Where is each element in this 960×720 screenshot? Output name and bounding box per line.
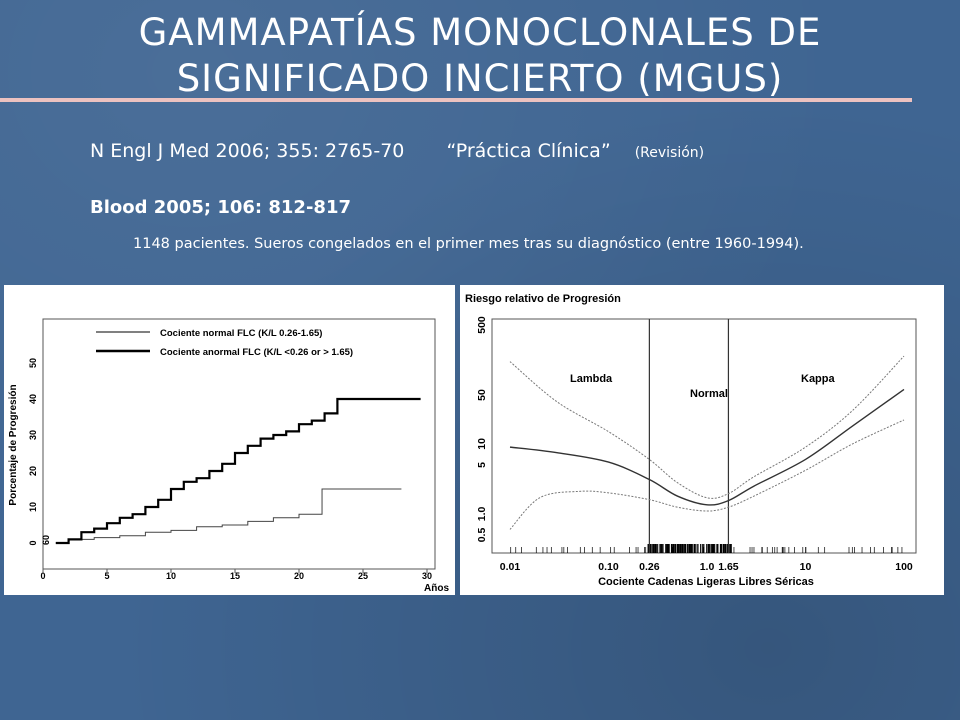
reference-nejm-citation: N Engl J Med 2006; 355: 2765-70: [90, 140, 405, 162]
y-tick-label: 10: [476, 438, 488, 450]
x-axis-label: Años: [424, 583, 449, 594]
y-tick-label: 50: [476, 389, 488, 401]
y-tick-label: 500: [476, 316, 488, 334]
y-tick-label: 0.5: [476, 528, 488, 543]
x-tick-label: 25: [358, 571, 368, 581]
x-tick-label: 20: [294, 571, 304, 581]
chart-title: Riesgo relativo de Progresión: [465, 293, 621, 305]
region-label-normal: Normal: [690, 388, 728, 400]
reference-blood: Blood 2005; 106: 812-817: [90, 197, 351, 218]
y-axis-label: Porcentaje de Progresión: [8, 384, 19, 505]
reference-nejm-note: (Revisión): [634, 145, 705, 161]
x-tick-label: 100: [895, 561, 913, 573]
y-tick-label: 40: [28, 394, 38, 404]
y-tick-label: 1.0: [476, 506, 488, 521]
title-underline: [0, 98, 912, 102]
legend-label-normal: Cociente normal FLC (K/L 0.26-1.65): [160, 328, 322, 339]
y-tick-label: 10: [28, 502, 38, 512]
progression-chart: Cociente normal FLC (K/L 0.26-1.65) Coci…: [8, 318, 449, 594]
x-tick-label: 0.10: [598, 561, 619, 573]
y-tick-label: 5: [476, 462, 488, 468]
y-axis-extra-label: 60: [41, 535, 51, 545]
title-line-1: GAMMAPATÍAS MONOCLONALES DE: [138, 11, 822, 54]
relative-risk-chart-panel: Riesgo relativo de Progresión Lambda Nor…: [460, 285, 944, 595]
series-line-dotted-upper: [509, 355, 905, 499]
x-tick-label: 10: [166, 571, 176, 581]
study-description: 1148 pacientes. Sueros congelados en el …: [133, 236, 804, 252]
reference-nejm-type: “Práctica Clínica”: [446, 140, 611, 162]
region-label-lambda: Lambda: [570, 373, 613, 385]
progression-chart-panel: Cociente normal FLC (K/L 0.26-1.65) Coci…: [4, 285, 455, 595]
x-tick-label: 30: [422, 571, 432, 581]
y-tick-label: 30: [28, 430, 38, 440]
x-tick-label: 1.65: [718, 561, 739, 573]
y-tick-label: 20: [28, 466, 38, 476]
plot-frame: [491, 318, 917, 554]
x-tick-label: 0: [40, 571, 45, 581]
legend-label-abnormal: Cociente anormal FLC (K/L <0.26 or > 1.6…: [160, 347, 353, 358]
series-line-dotted-lower: [509, 419, 905, 530]
region-label-kappa: Kappa: [801, 373, 836, 385]
x-axis-label: Cociente Cadenas Ligeras Libres Séricas: [598, 576, 814, 588]
relative-risk-chart: Riesgo relativo de Progresión Lambda Nor…: [465, 293, 917, 588]
x-tick-label: 0.26: [639, 561, 660, 573]
title-line-2: SIGNIFICADO INCIERTO (MGUS): [176, 57, 784, 100]
slide-title: GAMMAPATÍAS MONOCLONALES DE SIGNIFICADO …: [0, 10, 960, 102]
series-line-solid: [509, 388, 905, 506]
y-tick-label: 0: [28, 540, 38, 545]
reference-nejm: N Engl J Med 2006; 355: 2765-70 “Práctic…: [90, 140, 704, 162]
x-tick-label: 0.01: [500, 561, 521, 573]
plot-frame: [42, 318, 436, 570]
series-line-normal: [55, 488, 402, 544]
x-tick-label: 10: [800, 561, 812, 573]
chart-legend: Cociente normal FLC (K/L 0.26-1.65) Coci…: [96, 328, 353, 358]
y-tick-label: 50: [28, 358, 38, 368]
x-tick-label: 5: [104, 571, 109, 581]
series-line-abnormal: [55, 397, 421, 545]
x-tick-label: 15: [230, 571, 240, 581]
x-tick-label: 1.0: [700, 561, 715, 573]
data-rug: [510, 544, 903, 553]
